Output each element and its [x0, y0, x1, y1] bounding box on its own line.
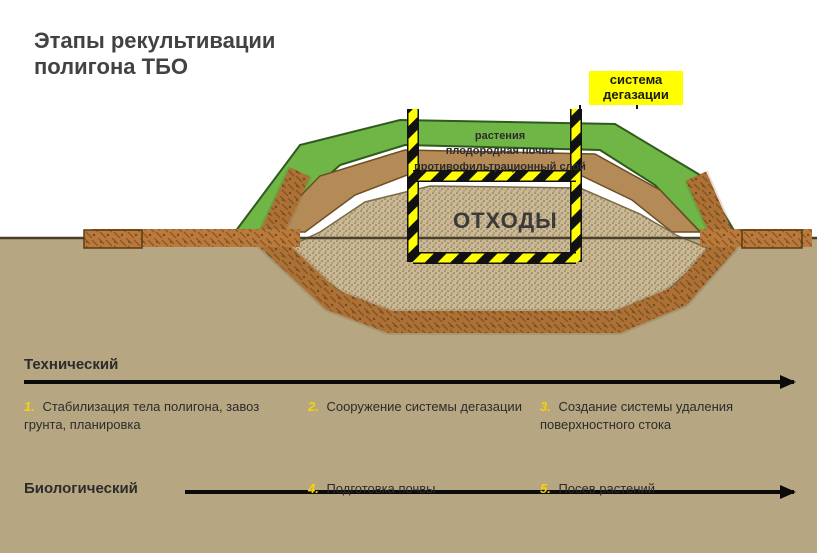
degas-callout-line2: дегазации	[595, 88, 677, 103]
heading-technical: Технический	[24, 356, 118, 373]
title-line1: Этапы рекультивации	[34, 28, 275, 54]
step-number: 4.	[308, 481, 319, 496]
callout-leader-1	[636, 105, 638, 109]
liner-bench-right	[742, 230, 802, 248]
step-text: Создание системы удаления поверхностного…	[540, 399, 733, 432]
degas-callout-line1: система	[595, 73, 677, 88]
step-number: 3.	[540, 399, 551, 414]
title-line2: полигона ТБО	[34, 54, 275, 80]
step-number: 2.	[308, 399, 319, 414]
degas-callout: система дегазации	[589, 71, 683, 105]
diagram-root: Этапы рекультивации полигона ТБО система…	[0, 0, 817, 553]
label-waste: ОТХОДЫ	[453, 208, 558, 234]
label-liner: противофильтрационный слой	[414, 161, 586, 173]
callout-leader-2	[579, 105, 581, 109]
step-text: Стабилизация тела полигона, завоз грунта…	[24, 399, 259, 432]
step-text: Сооружение системы дегазации	[323, 399, 522, 414]
step-number: 1.	[24, 399, 35, 414]
step-1: 1. Стабилизация тела полигона, завоз гру…	[24, 398, 264, 433]
step-5: 5. Посев растений	[540, 480, 655, 498]
step-2: 2. Сооружение системы дегазации	[308, 398, 522, 416]
arrow-technical	[24, 380, 794, 384]
arrow-biological	[185, 490, 794, 494]
liner-bench-left	[84, 230, 142, 248]
heading-biological: Биологический	[24, 480, 138, 497]
step-text: Подготовка почвы	[323, 481, 436, 496]
step-text: Посев растений	[555, 481, 655, 496]
step-number: 5.	[540, 481, 551, 496]
cross-section-svg	[0, 0, 817, 553]
step-3: 3. Создание системы удаления поверхностн…	[540, 398, 780, 433]
step-4: 4. Подготовка почвы	[308, 480, 436, 498]
label-fertile-soil: плодородная почва	[446, 145, 555, 157]
label-plants: растения	[475, 130, 525, 142]
diagram-title: Этапы рекультивации полигона ТБО	[34, 28, 275, 81]
